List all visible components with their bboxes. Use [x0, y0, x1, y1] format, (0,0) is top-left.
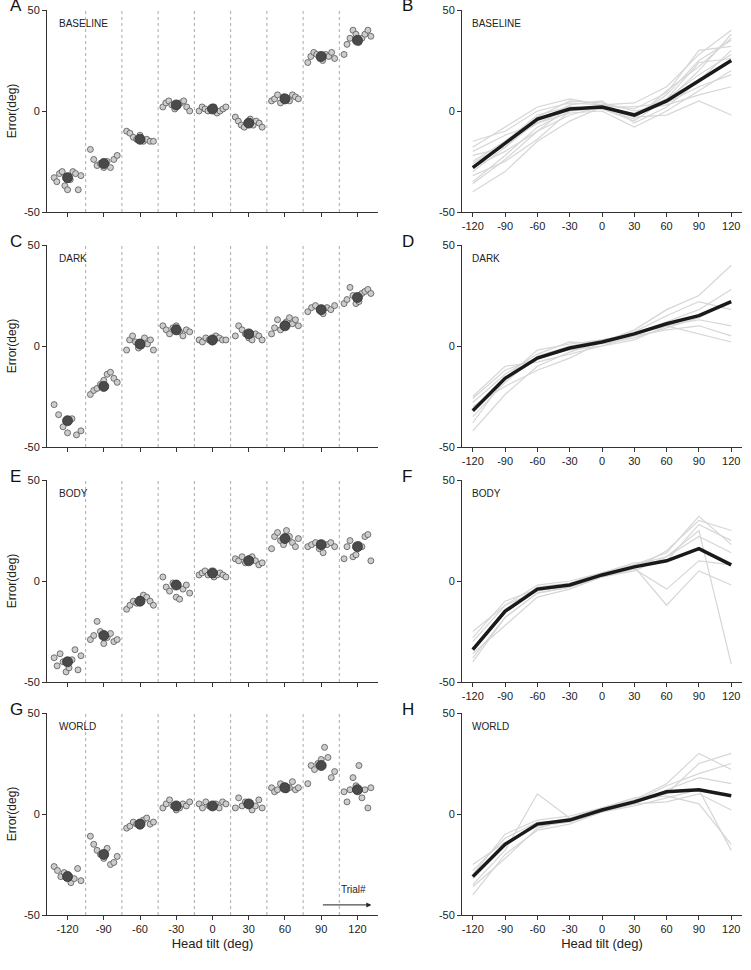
svg-text:WORLD: WORLD	[472, 721, 509, 732]
svg-text:-90: -90	[96, 923, 112, 935]
svg-text:-60: -60	[529, 455, 545, 467]
svg-text:90: 90	[693, 690, 705, 702]
svg-text:DARK: DARK	[472, 253, 500, 264]
svg-text:0: 0	[34, 105, 40, 117]
svg-text:-50: -50	[24, 206, 40, 218]
svg-text:-30: -30	[168, 923, 184, 935]
svg-text:0: 0	[34, 808, 40, 820]
svg-text:-30: -30	[562, 220, 578, 232]
svg-text:Error(deg): Error(deg)	[5, 84, 19, 139]
svg-text:-50: -50	[24, 676, 40, 688]
svg-text:F: F	[402, 467, 412, 486]
svg-text:90: 90	[693, 923, 705, 935]
svg-text:G: G	[10, 700, 23, 719]
svg-text:-30: -30	[562, 455, 578, 467]
svg-text:C: C	[10, 232, 22, 251]
svg-text:0: 0	[449, 105, 455, 117]
svg-text:BODY: BODY	[472, 488, 501, 499]
svg-text:0: 0	[209, 923, 215, 935]
svg-text:DARK: DARK	[59, 253, 87, 264]
svg-text:0: 0	[599, 455, 605, 467]
svg-text:0: 0	[599, 690, 605, 702]
svg-text:-30: -30	[562, 690, 578, 702]
svg-text:-120: -120	[57, 923, 79, 935]
svg-text:BASELINE: BASELINE	[472, 18, 521, 29]
svg-text:A: A	[10, 0, 22, 15]
svg-text:-90: -90	[497, 690, 513, 702]
svg-text:B: B	[402, 0, 413, 15]
svg-text:60: 60	[660, 923, 672, 935]
svg-text:D: D	[402, 232, 414, 251]
svg-text:-60: -60	[529, 690, 545, 702]
svg-text:Error(deg): Error(deg)	[5, 319, 19, 374]
svg-text:Error(deg): Error(deg)	[5, 554, 19, 609]
svg-text:Head tilt (deg): Head tilt (deg)	[561, 936, 643, 951]
svg-text:-50: -50	[439, 909, 455, 921]
svg-text:H: H	[402, 700, 414, 719]
svg-text:90: 90	[693, 455, 705, 467]
svg-text:-60: -60	[529, 923, 545, 935]
svg-text:BASELINE: BASELINE	[59, 18, 108, 29]
svg-text:0: 0	[449, 575, 455, 587]
svg-text:50: 50	[443, 707, 455, 719]
svg-text:-90: -90	[497, 923, 513, 935]
svg-text:50: 50	[443, 474, 455, 486]
svg-text:-50: -50	[439, 441, 455, 453]
svg-text:120: 120	[722, 690, 740, 702]
svg-text:60: 60	[660, 690, 672, 702]
svg-text:E: E	[10, 467, 21, 486]
svg-text:50: 50	[443, 239, 455, 251]
svg-text:90: 90	[315, 923, 327, 935]
svg-text:60: 60	[279, 923, 291, 935]
svg-text:-120: -120	[462, 690, 484, 702]
svg-text:90: 90	[693, 220, 705, 232]
svg-text:0: 0	[34, 340, 40, 352]
svg-text:120: 120	[722, 923, 740, 935]
svg-text:Head tilt (deg): Head tilt (deg)	[172, 936, 254, 951]
svg-text:WORLD: WORLD	[59, 721, 96, 732]
svg-text:-120: -120	[462, 220, 484, 232]
svg-text:50: 50	[28, 239, 40, 251]
svg-text:120: 120	[722, 220, 740, 232]
svg-text:0: 0	[449, 340, 455, 352]
svg-text:120: 120	[348, 923, 366, 935]
svg-text:-50: -50	[439, 676, 455, 688]
svg-text:50: 50	[443, 4, 455, 16]
svg-text:30: 30	[243, 923, 255, 935]
svg-text:-90: -90	[497, 455, 513, 467]
svg-text:-60: -60	[132, 923, 148, 935]
svg-text:Error(deg): Error(deg)	[5, 787, 19, 842]
svg-text:BODY: BODY	[59, 488, 88, 499]
svg-text:60: 60	[660, 220, 672, 232]
svg-text:-30: -30	[562, 923, 578, 935]
svg-text:30: 30	[628, 690, 640, 702]
svg-text:-60: -60	[529, 220, 545, 232]
svg-text:0: 0	[599, 923, 605, 935]
svg-text:-120: -120	[462, 923, 484, 935]
svg-text:-120: -120	[462, 455, 484, 467]
svg-text:0: 0	[34, 575, 40, 587]
svg-text:0: 0	[599, 220, 605, 232]
svg-text:60: 60	[660, 455, 672, 467]
svg-text:120: 120	[722, 455, 740, 467]
svg-text:50: 50	[28, 474, 40, 486]
svg-text:-90: -90	[497, 220, 513, 232]
svg-text:30: 30	[628, 220, 640, 232]
svg-text:0: 0	[449, 808, 455, 820]
svg-text:50: 50	[28, 4, 40, 16]
svg-text:30: 30	[628, 455, 640, 467]
svg-text:Trial#: Trial#	[341, 884, 366, 895]
svg-text:50: 50	[28, 707, 40, 719]
svg-text:-50: -50	[24, 909, 40, 921]
svg-text:30: 30	[628, 923, 640, 935]
svg-text:-50: -50	[24, 441, 40, 453]
svg-text:-50: -50	[439, 206, 455, 218]
